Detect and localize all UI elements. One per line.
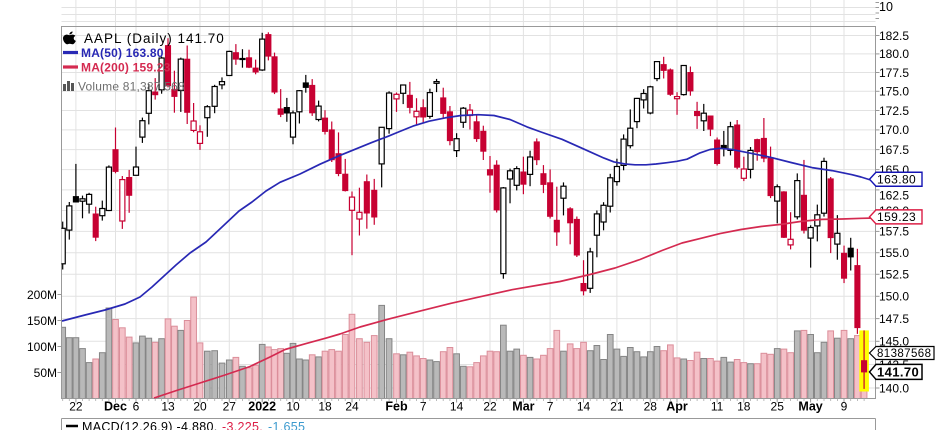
svg-text:175.0: 175.0 [879,85,909,99]
svg-text:162.5: 162.5 [879,188,909,202]
svg-text:150.0: 150.0 [879,290,909,304]
svg-text:-1.655: -1.655 [268,420,305,430]
svg-text:100M: 100M [27,340,57,354]
svg-text:14: 14 [450,400,464,414]
svg-text:AAPL (Daily) 141.70: AAPL (Daily) 141.70 [84,31,225,46]
svg-text:159.23: 159.23 [877,210,916,224]
svg-text:200M: 200M [27,288,57,302]
svg-text:11: 11 [711,400,724,414]
svg-text:157.5: 157.5 [879,225,909,239]
svg-text:24: 24 [345,400,359,414]
svg-text:Dec: Dec [104,400,127,414]
svg-text:Apr: Apr [666,400,688,414]
svg-text:14: 14 [577,400,591,414]
svg-text:18: 18 [737,400,751,414]
svg-text:10: 10 [286,400,300,414]
svg-text:6: 6 [133,400,140,414]
svg-text:13: 13 [161,400,175,414]
svg-text:May: May [798,400,822,414]
svg-text:150M: 150M [27,314,57,328]
svg-text:28: 28 [644,400,658,414]
svg-text:9: 9 [841,400,848,414]
svg-text:182.5: 182.5 [879,29,909,43]
svg-text:81387568: 81387568 [877,348,931,360]
svg-text:22: 22 [483,400,497,414]
svg-text:2022: 2022 [248,400,276,414]
svg-text:152.5: 152.5 [879,268,909,282]
svg-text:172.5: 172.5 [879,104,909,118]
svg-text:141.70: 141.70 [877,365,919,380]
svg-text:163.80: 163.80 [877,173,916,187]
svg-text:Mar: Mar [512,400,534,414]
svg-text:Feb: Feb [385,400,408,414]
svg-text:25: 25 [771,400,785,414]
svg-text:-3.225,: -3.225, [222,420,263,430]
svg-text:170.0: 170.0 [879,123,909,137]
svg-text:22: 22 [69,400,83,414]
svg-text:180.0: 180.0 [879,47,909,61]
svg-text:177.5: 177.5 [879,66,909,80]
svg-text:167.5: 167.5 [879,143,909,157]
svg-text:MA(50) 163.80: MA(50) 163.80 [81,46,164,60]
svg-text:50M: 50M [34,366,57,380]
svg-text:140.0: 140.0 [879,381,909,395]
svg-text:27: 27 [223,400,237,414]
svg-text:147.5: 147.5 [879,312,909,326]
svg-text:MA(200) 159.23: MA(200) 159.23 [81,61,171,75]
svg-text:21: 21 [610,400,624,414]
svg-text:20: 20 [193,400,207,414]
svg-text:155.0: 155.0 [879,246,909,260]
svg-text:7: 7 [420,400,427,414]
svg-text:145.0: 145.0 [879,335,909,349]
svg-text:18: 18 [318,400,332,414]
svg-text:7: 7 [547,400,554,414]
svg-text:10: 10 [879,0,893,14]
svg-text:MACD(12,26,9) -4.880,: MACD(12,26,9) -4.880, [82,420,218,430]
svg-text:Volume 81,387,568: Volume 81,387,568 [78,80,185,94]
